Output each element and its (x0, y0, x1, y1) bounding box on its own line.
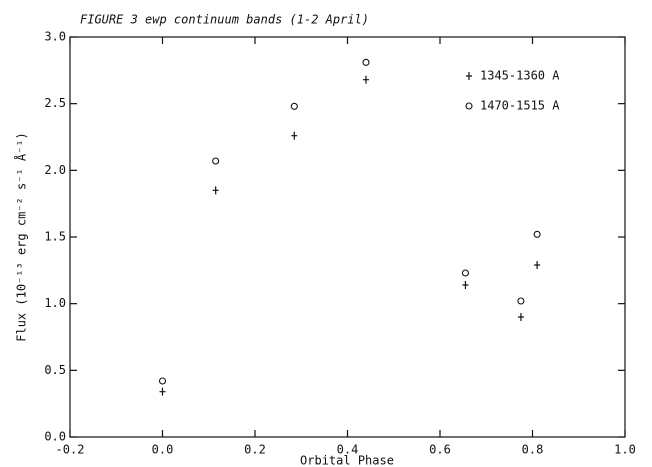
plus-marker (462, 281, 469, 289)
circle-marker (533, 230, 541, 238)
plus-marker (517, 313, 524, 321)
x-tick-label: 0.8 (522, 443, 544, 457)
x-tick-label: 0.2 (244, 443, 266, 457)
plus-marker (159, 387, 166, 396)
x-tick-label: 0.6 (429, 443, 451, 457)
legend-label: 1345-1360 A (480, 69, 560, 83)
x-tick-label: 1.0 (614, 443, 636, 457)
legend-label: 1470-1515 A (480, 99, 560, 113)
y-tick-label: 0.0 (44, 430, 66, 444)
x-tick-label: -0.2 (56, 443, 85, 457)
circle-marker (212, 157, 220, 165)
circle-marker (290, 102, 298, 110)
x-axis-label: Orbital Phase (300, 454, 394, 467)
plus-marker (466, 72, 472, 80)
plus-marker (291, 131, 298, 140)
chart-title: FIGURE 3 ewp continuum bands (1-2 April) (80, 13, 369, 27)
plus-marker (212, 186, 219, 195)
y-tick-label: 3.0 (44, 30, 66, 44)
y-tick-label: 1.5 (44, 230, 66, 244)
y-tick-label: 0.5 (44, 363, 66, 377)
x-tick-label: 0.4 (337, 443, 359, 457)
y-tick-label: 2.5 (44, 96, 66, 110)
circle-marker (158, 377, 167, 385)
y-tick-label: 2.0 (44, 163, 66, 177)
circle-marker (362, 58, 370, 66)
y-axis-label: Flux (10⁻¹³ erg cm⁻² s⁻¹ Å⁻¹) (14, 132, 29, 342)
plot-frame (69, 36, 626, 438)
plus-marker (534, 261, 541, 269)
circle-marker (517, 297, 525, 305)
y-tick-label: 1.0 (44, 296, 66, 310)
circle-marker (461, 269, 469, 277)
x-tick-label: 0.0 (152, 443, 174, 457)
plus-marker (363, 75, 369, 84)
circle-marker (465, 102, 473, 110)
